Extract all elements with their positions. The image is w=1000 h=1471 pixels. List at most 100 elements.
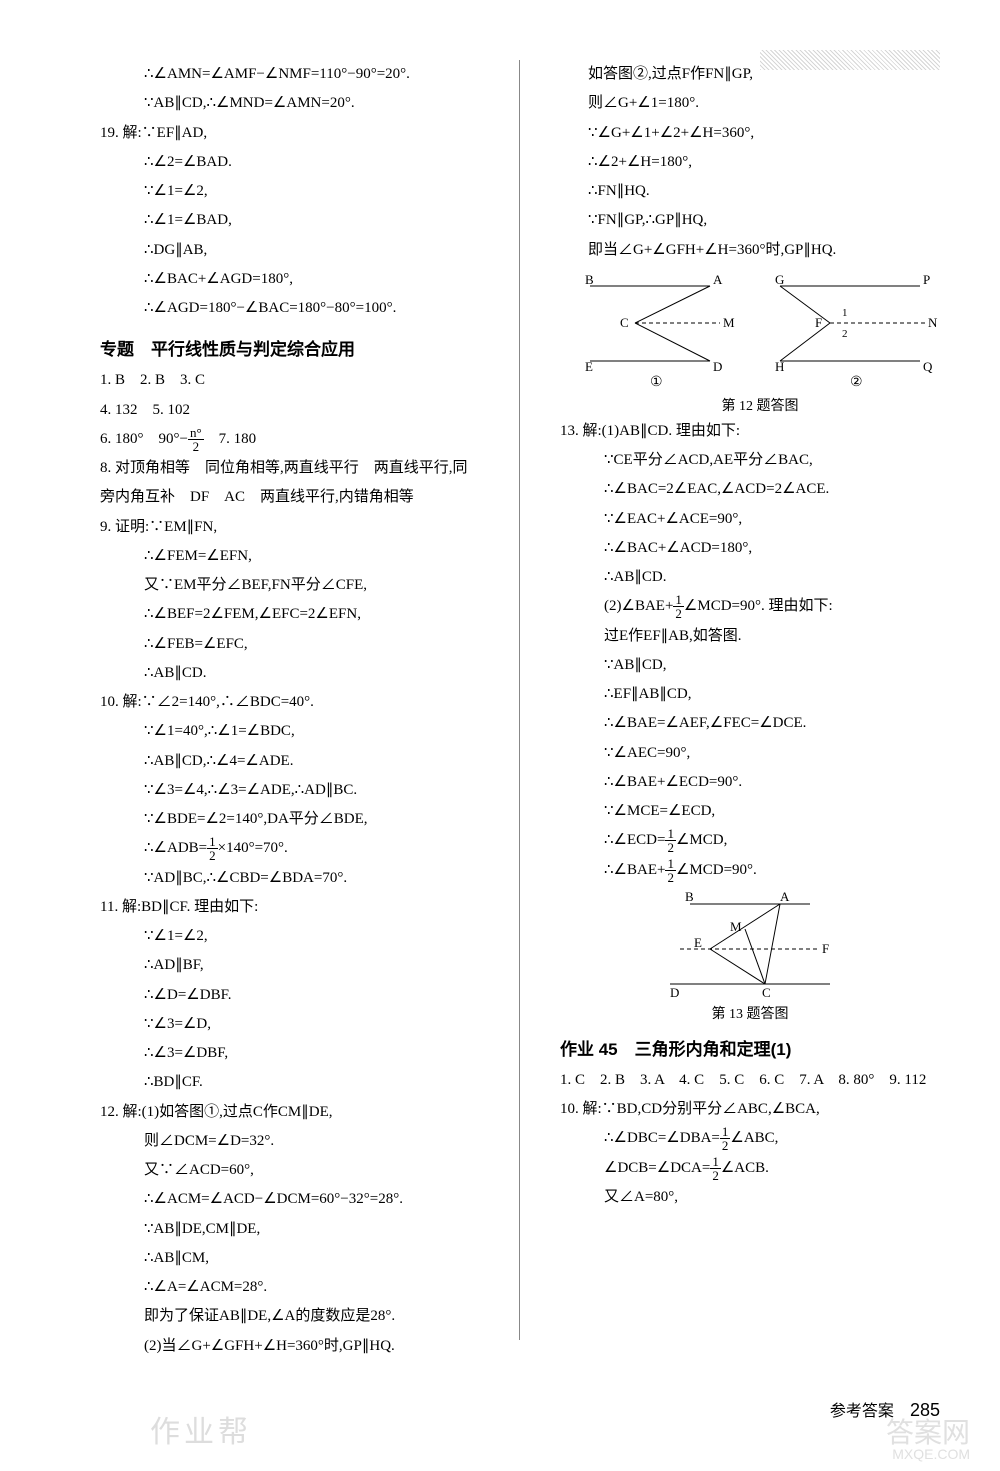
text: 6. 180° 90°−: [100, 431, 188, 447]
q13-label: 13. 解:(1)AB∥CD. 理由如下:: [560, 417, 940, 446]
figure-12: B A C M E D ① G P F N H: [580, 271, 940, 415]
text-line: ∵AB∥CD,: [560, 651, 940, 680]
text-line: ∴∠2+∠H=180°,: [560, 148, 940, 177]
text-line: ∴FN∥HQ.: [560, 177, 940, 206]
text: (1)AB∥CD. 理由如下:: [602, 423, 740, 439]
text-line: ∵AB∥DE,CM∥DE,: [100, 1215, 479, 1244]
text-line: ∵∠BDE=∠2=140°,DA平分∠BDE,: [100, 805, 479, 834]
label: 10. 解:: [100, 694, 142, 710]
hw45-f2: ∠DCB=∠DCA=12∠ACB.: [560, 1154, 940, 1183]
svg-text:M: M: [730, 919, 742, 934]
text-line: ∴∠AMN=∠AMF−∠NMF=110°−90°=20°.: [100, 60, 479, 89]
footer-label: 参考答案: [830, 1403, 894, 1420]
text-line: ∵∠1=∠2,: [100, 922, 479, 951]
text: ∠MCD=90°. 理由如下:: [684, 598, 833, 614]
text-line: 则∠DCM=∠D=32°.: [100, 1127, 479, 1156]
text-line: ∴∠2=∠BAD.: [100, 148, 479, 177]
text: ∠ACB.: [721, 1160, 769, 1176]
hw45-short: 1. C 2. B 3. A 4. C 5. C 6. C 7. A 8. 80…: [560, 1066, 940, 1095]
hw45-f1: ∴∠DBC=∠DBA=12∠ABC,: [560, 1124, 940, 1153]
text: ∵BD,CD分别平分∠ABC,∠BCA,: [602, 1101, 820, 1117]
text-line: 过E作EF∥AB,如答图.: [560, 622, 940, 651]
svg-text:Q: Q: [923, 359, 933, 374]
svg-text:②: ②: [850, 375, 863, 390]
text-line: ∴∠3=∠DBF,: [100, 1039, 479, 1068]
fig12-caption: 第 12 题答图: [580, 395, 940, 415]
text-line: ∴∠ACM=∠ACD−∠DCM=60°−32°=28°.: [100, 1185, 479, 1214]
fig13-svg: B A M E F D C: [650, 889, 850, 999]
svg-text:E: E: [585, 359, 593, 374]
svg-text:B: B: [585, 272, 594, 287]
text-line: ∴∠1=∠BAD,: [100, 206, 479, 235]
svg-text:①: ①: [650, 375, 663, 390]
q11-label: 11. 解:BD∥CF. 理由如下:: [100, 893, 479, 922]
figure-13: B A M E F D C 第 13 题答图: [650, 889, 850, 1023]
svg-text:2: 2: [842, 328, 848, 340]
fig12-svg: B A C M E D ① G P F N H: [580, 271, 940, 391]
q6: 6. 180° 90°−n°2 7. 180: [100, 425, 479, 454]
q9-label: 9. 证明:∵EM∥FN,: [100, 513, 479, 542]
text-line: 又∵EM平分∠BEF,FN平分∠CFE,: [100, 571, 479, 600]
text-line: ∴∠BEF=2∠FEM,∠EFC=2∠EFN,: [100, 600, 479, 629]
svg-text:F: F: [822, 941, 829, 956]
text-line: 又∵∠ACD=60°,: [100, 1156, 479, 1185]
text-line: ∵∠EAC+∠ACE=90°,: [560, 505, 940, 534]
text: (2)∠BAE+: [604, 598, 673, 614]
hw45-title: 作业 45 三角形内角和定理(1): [560, 1035, 940, 1060]
text-line: ∵∠3=∠D,: [100, 1010, 479, 1039]
text-line: ∵∠1=∠2,: [100, 177, 479, 206]
svg-text:A: A: [780, 889, 790, 904]
text: ∴∠ECD=: [604, 832, 665, 848]
text-line: ∴AB∥CD.: [560, 563, 940, 592]
fraction: 12: [710, 1155, 721, 1182]
svg-text:P: P: [923, 272, 930, 287]
svg-text:C: C: [762, 985, 771, 999]
svg-text:D: D: [713, 359, 722, 374]
svg-text:F: F: [815, 315, 822, 330]
q13-final: ∴∠BAE+12∠MCD=90°.: [560, 856, 940, 885]
text-line: ∵∠MCE=∠ECD,: [560, 797, 940, 826]
label: 19. 解:: [100, 125, 142, 141]
text-line: ∴AD∥BF,: [100, 951, 479, 980]
text-line: 又∠A=80°,: [560, 1183, 940, 1212]
text-line: ∴∠A=∠ACM=28°.: [100, 1273, 479, 1302]
text-line: ∵∠1=40°,∴∠1=∠BDC,: [100, 717, 479, 746]
fraction: n°2: [188, 426, 204, 453]
q12-label: 12. 解:(1)如答图①,过点C作CM∥DE,: [100, 1098, 479, 1127]
text-line: ∴∠BAC+∠AGD=180°,: [100, 265, 479, 294]
topic-title: 专题 平行线性质与判定综合应用: [100, 335, 479, 360]
right-column: 如答图②,过点F作FN∥GP, 则∠G+∠1=180°. ∵∠G+∠1+∠2+∠…: [560, 60, 940, 1340]
text-line: ∴DG∥AB,: [100, 236, 479, 265]
fraction: 12: [720, 1125, 731, 1152]
text: ∠MCD,: [676, 832, 727, 848]
text-line: (2)当∠G+∠GFH+∠H=360°时,GP∥HQ.: [100, 1332, 479, 1361]
text-line: ∴BD∥CF.: [100, 1068, 479, 1097]
text-line: ∴∠BAC+∠ACD=180°,: [560, 534, 940, 563]
text-line: ∴EF∥AB∥CD,: [560, 680, 940, 709]
text-line: ∵∠3=∠4,∴∠3=∠ADE,∴AD∥BC.: [100, 776, 479, 805]
text: ∴∠ADB=: [144, 840, 207, 856]
q13-p2: (2)∠BAE+12∠MCD=90°. 理由如下:: [560, 592, 940, 621]
text-line: ∴∠D=∠DBF.: [100, 981, 479, 1010]
watermark-left: 作业帮: [150, 1407, 252, 1451]
svg-text:D: D: [670, 985, 679, 999]
text-line: 则∠G+∠1=180°.: [560, 89, 940, 118]
q19-label: 19. 解:∵EF∥AD,: [100, 119, 479, 148]
text-line: 即当∠G+∠GFH+∠H=360°时,GP∥HQ.: [560, 236, 940, 265]
text: ∠DCB=∠DCA=: [604, 1160, 710, 1176]
label: 10. 解:: [560, 1101, 602, 1117]
text: ∴∠DBC=∠DBA=: [604, 1130, 720, 1146]
text: 7. 180: [204, 431, 257, 447]
svg-text:1: 1: [842, 307, 848, 319]
q10-frac: ∴∠ADB=12×140°=70°.: [100, 834, 479, 863]
watermark-right: 答案网 MXQE.COM: [886, 1419, 970, 1461]
text: ×140°=70°.: [218, 840, 288, 856]
q10-label: 10. 解:∵∠2=140°,∴∠BDC=40°.: [100, 688, 479, 717]
fig13-caption: 第 13 题答图: [650, 1003, 850, 1023]
svg-text:N: N: [928, 315, 938, 330]
label: 9. 证明:: [100, 519, 149, 535]
svg-text:M: M: [723, 315, 735, 330]
text-line: ∵FN∥GP,∴GP∥HQ,: [560, 206, 940, 235]
text-line: ∴∠BAC=2∠EAC,∠ACD=2∠ACE.: [560, 475, 940, 504]
svg-text:C: C: [620, 315, 629, 330]
